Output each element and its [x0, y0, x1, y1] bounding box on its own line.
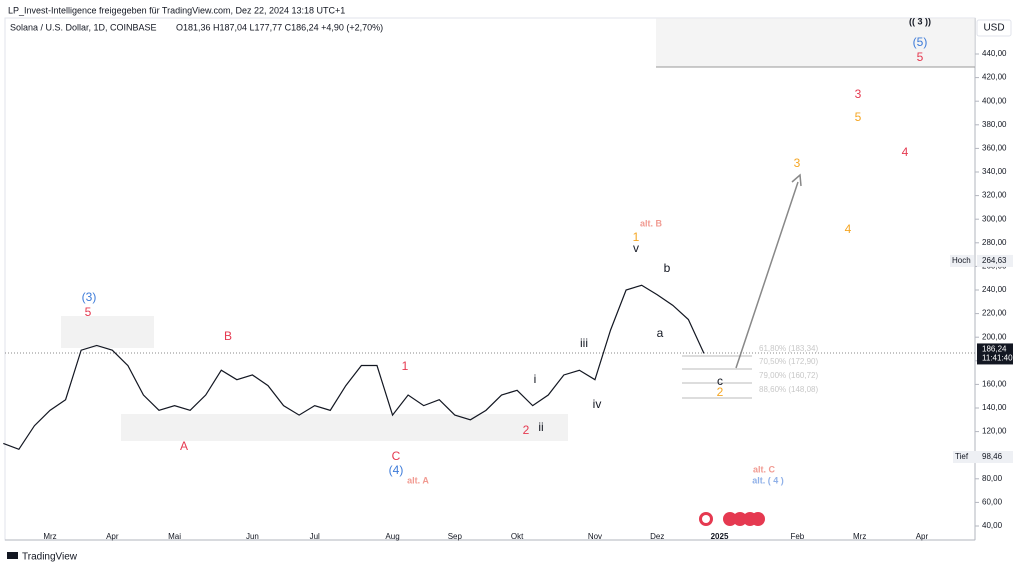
y-tick-label: 340,00 — [982, 167, 1007, 176]
wave-label: 1 — [402, 359, 409, 373]
price-line — [3, 284, 705, 451]
wave-label: c — [717, 374, 723, 388]
brand-logo — [7, 552, 18, 559]
y-tick-label: 60,00 — [982, 498, 1003, 507]
y-tick-label: 40,00 — [982, 521, 1003, 530]
y-tick-label: 140,00 — [982, 403, 1007, 412]
y-tick-label: 360,00 — [982, 144, 1007, 153]
wave-label: 5 — [85, 305, 92, 319]
wave-label: (4) — [389, 463, 404, 477]
x-tick-label: Mrz — [853, 532, 866, 541]
low-name-box — [953, 451, 977, 464]
x-tick-label: Jun — [246, 532, 259, 541]
fib-box — [682, 355, 752, 399]
flags — [699, 512, 765, 526]
wave-label: ii — [538, 420, 543, 434]
high-name-box — [950, 254, 974, 267]
symbol-title: Solana / U.S. Dollar, 1D, COINBASE — [10, 22, 157, 32]
wave-label: v — [633, 241, 639, 255]
countdown: 11:41:40 — [982, 354, 1013, 363]
high-box — [977, 254, 1013, 267]
wave-label: b — [664, 261, 671, 275]
wave-label: iv — [593, 397, 602, 411]
wave-label: A — [180, 439, 188, 453]
currency[interactable]: USD — [983, 23, 1004, 34]
x-tick-label: Nov — [588, 532, 602, 541]
wave-label: 5 — [917, 50, 924, 64]
x-tick-label: Jul — [310, 532, 320, 541]
wave-label: alt. C — [753, 464, 776, 474]
x-tick-label: 2025 — [711, 532, 729, 541]
ohlc: O181,36 H187,04 L177,77 C186,24 +4,90 (+… — [176, 22, 383, 32]
wave-label: alt. B — [640, 218, 663, 228]
wave-label: (5) — [913, 35, 928, 49]
high-label: 264,63 — [982, 256, 1007, 265]
x-tick-label: Mai — [168, 532, 181, 541]
y-tick-label: 160,00 — [982, 380, 1007, 389]
x-tick-label: Mrz — [43, 532, 56, 541]
y-tick-label: 400,00 — [982, 96, 1007, 105]
y-tick-label: 300,00 — [982, 214, 1007, 223]
low-name: Tief — [955, 452, 969, 461]
x-tick-label: Apr — [106, 532, 119, 541]
low-box — [977, 451, 1013, 464]
x-tick-label: Feb — [790, 532, 804, 541]
x-tick-label: Aug — [385, 532, 399, 541]
x-tick-label: Sep — [448, 532, 463, 541]
x-tick-label: Apr — [916, 532, 929, 541]
y-tick-label: 220,00 — [982, 309, 1007, 318]
zone — [656, 18, 975, 67]
y-tick-label: 240,00 — [982, 285, 1007, 294]
currency-box[interactable] — [976, 19, 1012, 37]
wave-label: alt. A — [407, 475, 429, 485]
y-tick-label: 200,00 — [982, 332, 1007, 341]
fib-label: 88,60% (148,08) — [759, 385, 818, 394]
fib-label: 61,80% (183,34) — [759, 344, 818, 353]
wave-label: B — [224, 329, 232, 343]
arrow-head — [791, 173, 802, 187]
brand: TradingView — [22, 552, 78, 563]
fib-label: 70,50% (172,90) — [759, 357, 818, 366]
wave-label: 5 — [855, 110, 862, 124]
arrow — [735, 181, 799, 369]
y-tick-label: 440,00 — [982, 49, 1007, 58]
wave-label: 3 — [794, 156, 801, 170]
wave-label: (3) — [82, 290, 97, 304]
wave-label: 2 — [523, 423, 530, 437]
last-price-label: 186,24 — [982, 345, 1007, 354]
header: LP_Invest-Intelligence freigegeben für T… — [8, 5, 345, 15]
wave-label: 4 — [902, 145, 909, 159]
wave-label: 3 — [855, 87, 862, 101]
wave-label: i — [534, 372, 537, 386]
zone — [61, 316, 154, 348]
wave-label: (( 3 )) — [909, 16, 931, 26]
zone — [121, 414, 568, 441]
last-price-box — [977, 343, 1013, 365]
y-tick-label: 80,00 — [982, 474, 1003, 483]
y-tick-label: 120,00 — [982, 427, 1007, 436]
wave-label: 1 — [633, 230, 640, 244]
wave-label: C — [392, 449, 401, 463]
wave-label: a — [657, 326, 664, 340]
wave-label: alt. ( 4 ) — [752, 475, 784, 485]
wave-label: iii — [580, 336, 588, 350]
y-tick-label: 420,00 — [982, 73, 1007, 82]
y-tick-label: 280,00 — [982, 238, 1007, 247]
fib-label: 79,00% (160,72) — [759, 371, 818, 380]
wave-label: 4 — [845, 222, 852, 236]
x-tick-label: Dez — [650, 532, 664, 541]
y-tick-label: 380,00 — [982, 120, 1007, 129]
high-name: Hoch — [952, 256, 971, 265]
wave-label: 2 — [717, 385, 724, 399]
x-tick-label: Okt — [511, 532, 524, 541]
y-tick-label: 320,00 — [982, 191, 1007, 200]
low-label: 98,46 — [982, 452, 1003, 461]
